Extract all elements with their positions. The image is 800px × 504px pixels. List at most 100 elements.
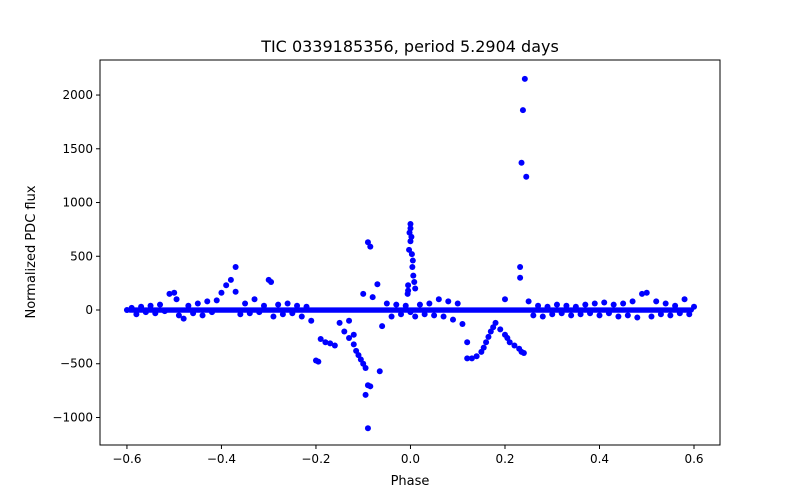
data-point <box>350 331 357 338</box>
data-point <box>398 311 405 318</box>
data-point <box>409 257 416 264</box>
y-axis-label: Normalized PDC flux <box>24 185 39 318</box>
data-point <box>596 312 603 319</box>
data-point <box>406 246 413 253</box>
data-point <box>367 243 374 250</box>
x-tick-label: −0.4 <box>207 452 236 466</box>
data-point <box>336 319 343 326</box>
data-point <box>367 383 374 390</box>
data-point <box>379 323 386 330</box>
data-point <box>315 358 322 365</box>
chart-title: TIC 0339185356, period 5.2904 days <box>260 37 559 56</box>
data-point <box>454 300 461 307</box>
data-point <box>459 320 466 327</box>
data-point <box>591 300 598 307</box>
data-point <box>544 303 551 310</box>
data-point <box>518 159 525 166</box>
data-point <box>346 317 353 324</box>
data-point <box>152 310 159 317</box>
data-point <box>409 264 416 271</box>
data-point <box>657 311 664 318</box>
data-point <box>331 342 338 349</box>
data-point <box>190 310 197 317</box>
data-point <box>662 300 669 307</box>
data-point <box>289 310 296 317</box>
data-point <box>298 313 305 320</box>
x-tick-label: −0.6 <box>112 452 141 466</box>
data-points <box>123 75 698 432</box>
y-tick-label: 1000 <box>62 196 93 210</box>
data-point <box>194 300 201 307</box>
data-point <box>407 221 414 228</box>
data-point <box>411 279 418 286</box>
data-point <box>251 296 258 303</box>
data-point <box>279 311 286 318</box>
data-point <box>346 334 353 341</box>
data-point <box>412 285 419 292</box>
data-point <box>246 310 253 317</box>
data-point <box>681 296 688 303</box>
data-point <box>480 344 487 351</box>
data-point <box>123 307 130 314</box>
data-point <box>517 264 524 271</box>
data-point <box>284 300 291 307</box>
data-point <box>521 75 528 82</box>
data-point <box>653 298 660 305</box>
data-point <box>242 300 249 307</box>
data-point <box>624 312 631 319</box>
data-point <box>374 281 381 288</box>
data-point <box>341 328 348 335</box>
data-point <box>610 301 617 308</box>
data-point <box>350 341 357 348</box>
data-point <box>410 272 417 279</box>
data-point <box>275 301 282 308</box>
data-point <box>601 299 608 306</box>
data-point <box>383 300 390 307</box>
data-point <box>615 313 622 320</box>
data-point <box>517 274 524 281</box>
y-tick-label: 500 <box>70 249 93 263</box>
data-point <box>294 302 301 309</box>
data-point <box>171 289 178 296</box>
data-point <box>530 312 537 319</box>
data-point <box>138 303 145 310</box>
data-point <box>218 289 225 296</box>
data-point <box>667 312 674 319</box>
data-point <box>388 313 395 320</box>
y-tick-label: 1500 <box>62 142 93 156</box>
data-point <box>563 302 570 309</box>
data-point <box>523 173 530 180</box>
y-axis: −1000 −500 0 500 1000 1500 2000 <box>52 88 100 424</box>
data-point <box>317 336 324 343</box>
y-tick-label: −1000 <box>52 410 93 424</box>
data-point <box>691 303 698 310</box>
data-point <box>648 313 655 320</box>
data-point <box>539 313 546 320</box>
data-point <box>204 298 211 305</box>
data-point <box>416 301 423 308</box>
data-point <box>497 326 504 333</box>
data-point <box>412 313 419 320</box>
data-point <box>672 302 679 309</box>
x-tick-label: −0.2 <box>301 452 330 466</box>
data-point <box>426 300 433 307</box>
data-point <box>362 391 369 398</box>
data-point <box>213 297 220 304</box>
data-point <box>464 339 471 346</box>
data-point <box>431 312 438 319</box>
data-point <box>572 303 579 310</box>
data-point <box>232 288 239 295</box>
data-point <box>643 289 650 296</box>
data-point <box>364 425 371 432</box>
data-point <box>468 355 475 362</box>
data-point <box>360 290 367 297</box>
data-point <box>676 310 683 317</box>
data-point <box>568 312 575 319</box>
data-point <box>553 301 560 308</box>
data-point <box>519 107 526 114</box>
data-point <box>605 310 612 317</box>
data-point <box>464 355 471 362</box>
data-point <box>520 349 527 356</box>
data-point <box>445 298 452 305</box>
